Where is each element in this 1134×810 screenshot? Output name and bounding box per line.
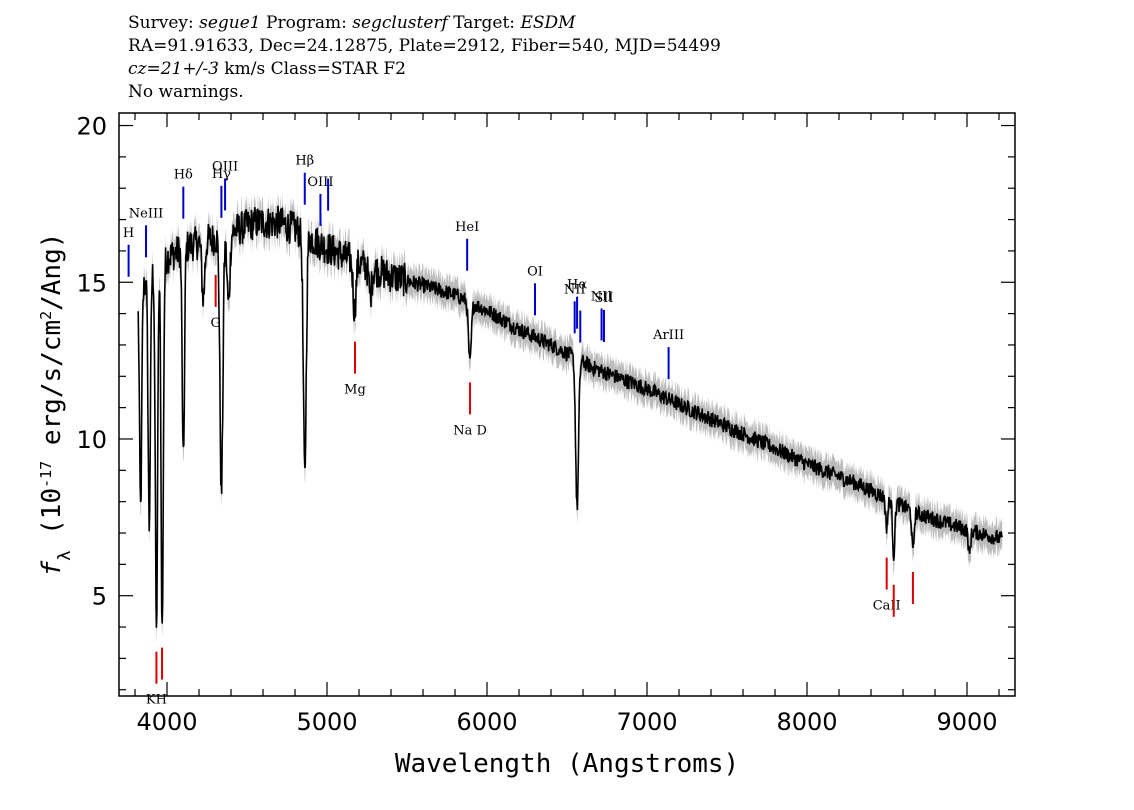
x-tick-label: 4000 — [136, 708, 197, 736]
program-label: Program: — [266, 13, 347, 33]
header-line-1: Survey: segue1 Program: segclusterf Targ… — [128, 12, 721, 35]
line-label: Mg — [344, 383, 366, 398]
x-tick-label: 5000 — [296, 708, 357, 736]
line-label: KH — [146, 693, 167, 708]
line-label: OIII — [307, 175, 333, 190]
line-label: G — [210, 316, 220, 331]
program-value: segclusterf — [352, 13, 448, 33]
line-label: NII — [591, 289, 613, 304]
x-tick-label: 6000 — [456, 708, 517, 736]
y-tick-label: 10 — [76, 426, 107, 454]
target-label: Target: — [453, 13, 516, 33]
header-line-4: No warnings. — [128, 82, 244, 102]
survey-value: segue1 — [199, 13, 261, 33]
line-label: Hα — [567, 278, 587, 293]
line-label: Hβ — [295, 154, 314, 169]
x-tick-label: 9000 — [936, 708, 997, 736]
class-info: km/s Class=STAR F2 — [224, 59, 406, 79]
plot-frame — [118, 112, 1016, 697]
header-line-2: RA=91.91633, Dec=24.12875, Plate=2912, F… — [128, 36, 721, 56]
line-label: Na D — [453, 423, 487, 438]
line-label: ArIII — [652, 328, 684, 343]
y-tick-label: 15 — [76, 269, 107, 297]
x-axis-title: Wavelength (Angstroms) — [395, 749, 739, 779]
spectrum-error-band — [138, 191, 1003, 642]
header-line-3: cz=21+/-3 km/s Class=STAR F2 — [128, 58, 721, 81]
target-value: ESDM — [520, 13, 576, 33]
line-label: Hδ — [174, 168, 193, 183]
line-label: OI — [527, 264, 543, 279]
line-label: SII — [594, 291, 613, 306]
x-tick-label: 7000 — [616, 708, 677, 736]
line-label: OIII — [212, 159, 238, 174]
spectrum-header: Survey: segue1 Program: segclusterf Targ… — [128, 12, 721, 104]
line-label: H — [123, 226, 134, 241]
spectrum-flux-line — [137, 205, 1003, 628]
line-label: NII — [564, 282, 586, 297]
line-label: NeIII — [129, 206, 163, 221]
y-tick-label: 20 — [76, 113, 107, 141]
line-label: HeI — [455, 220, 479, 235]
y-axis-title: fλ (10-17 erg/s/cm2/Ang) — [37, 233, 75, 577]
line-label: Hγ — [212, 167, 231, 182]
line-label: CaII — [873, 599, 901, 614]
x-tick-label: 8000 — [776, 708, 837, 736]
redshift-value: cz=21+/-3 — [128, 59, 219, 79]
y-tick-label: 5 — [92, 583, 107, 611]
survey-label: Survey: — [128, 13, 194, 33]
